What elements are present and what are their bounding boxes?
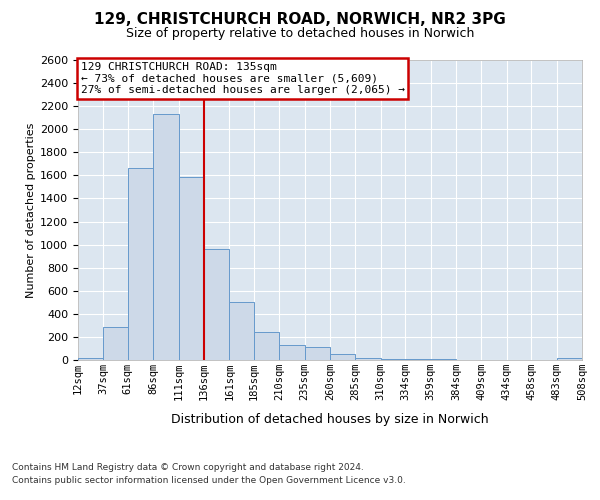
Bar — [78, 358, 103, 360]
Bar — [557, 358, 582, 360]
Bar — [229, 302, 254, 360]
Bar — [204, 249, 229, 360]
Text: 129 CHRISTCHURCH ROAD: 135sqm
← 73% of detached houses are smaller (5,609)
27% o: 129 CHRISTCHURCH ROAD: 135sqm ← 73% of d… — [80, 62, 404, 94]
Text: Distribution of detached houses by size in Norwich: Distribution of detached houses by size … — [171, 412, 489, 426]
Bar — [305, 348, 330, 360]
Text: Contains public sector information licensed under the Open Government Licence v3: Contains public sector information licen… — [12, 476, 406, 485]
Bar — [355, 358, 381, 360]
Bar — [103, 326, 128, 360]
Y-axis label: Number of detached properties: Number of detached properties — [26, 122, 36, 298]
Bar — [330, 354, 355, 360]
Bar — [179, 176, 204, 360]
Text: Size of property relative to detached houses in Norwich: Size of property relative to detached ho… — [126, 28, 474, 40]
Bar — [381, 359, 405, 360]
Bar — [279, 345, 305, 360]
Text: 129, CHRISTCHURCH ROAD, NORWICH, NR2 3PG: 129, CHRISTCHURCH ROAD, NORWICH, NR2 3PG — [94, 12, 506, 28]
Text: Contains HM Land Registry data © Crown copyright and database right 2024.: Contains HM Land Registry data © Crown c… — [12, 462, 364, 471]
Bar — [153, 114, 179, 360]
Bar — [128, 168, 153, 360]
Bar — [405, 359, 431, 360]
Bar — [254, 332, 279, 360]
